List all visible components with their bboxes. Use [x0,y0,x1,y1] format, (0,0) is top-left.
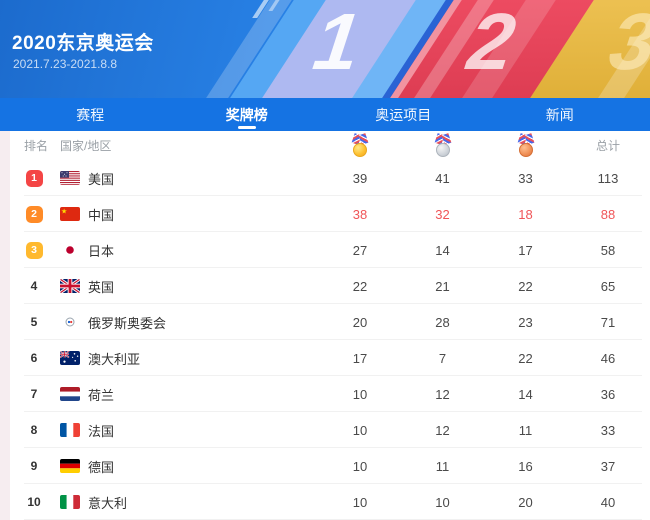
bronze-count: 22 [518,350,533,366]
silver-count: 14 [435,242,450,258]
silver-medal-icon [433,133,453,157]
rank-badge: 9 [30,459,38,473]
podium-artwork: 1 2 3 [193,0,650,98]
bronze-count: 33 [518,170,533,186]
table-row[interactable]: 9 德国 10 11 16 37 [10,448,650,484]
silver-count: 41 [435,170,450,186]
event-dates: 2021.7.23-2021.8.8 [13,57,118,71]
country-flag-icon [60,423,80,437]
country-flag-icon [60,315,80,329]
country-flag-icon [60,171,80,185]
country-name: 美国 [88,171,115,187]
silver-count: 10 [435,494,450,510]
country-flag-icon [60,351,80,365]
bronze-count: 17 [518,242,533,258]
rank-badge: 6 [30,351,38,365]
total-count: 65 [600,278,616,294]
svg-text:★: ★ [61,208,67,216]
table-row[interactable]: 5 俄罗斯奥委会 20 28 23 71 [10,304,650,340]
table-row[interactable]: 7 荷兰 10 12 14 36 [10,376,650,412]
table-row[interactable]: 3 日本 27 14 17 58 [10,232,650,268]
country-name: 日本 [88,243,115,259]
silver-count: 12 [435,422,450,438]
bronze-count: 18 [518,206,533,222]
country-name: 德国 [88,459,115,475]
country-flag-icon [60,459,80,473]
gold-count: 27 [352,242,368,258]
silver-count: 28 [435,314,450,330]
total-count: 58 [600,242,616,258]
rank-badge: 4 [30,279,38,293]
rank-badge: 2 [10,205,58,223]
nav-tabs: 赛程 奖牌榜 奥运项目 新闻 [0,98,650,131]
country-name: 俄罗斯奥委会 [88,315,167,331]
rank-badge: 1 [10,169,58,187]
tab-news[interactable]: 新闻 [545,106,574,123]
medal-table: 排名 国家/地区 总计 1 美国 39 41 33 113 2 ★ 中国 38 … [10,131,650,520]
table-row[interactable]: 1 美国 39 41 33 113 [10,160,650,196]
gold-count: 20 [352,314,368,330]
bronze-count: 23 [518,314,533,330]
gold-count: 17 [352,350,368,366]
table-row[interactable]: 4 英国 22 21 22 65 [10,268,650,304]
tab-schedule[interactable]: 赛程 [76,106,105,123]
country-name: 澳大利亚 [88,351,141,367]
bronze-count: 14 [518,386,533,402]
country-name: 法国 [88,423,115,439]
total-count: 40 [600,494,616,510]
country-name: 英国 [88,279,115,295]
silver-count: 21 [435,278,450,294]
rank-badge: 5 [30,315,38,329]
gold-count: 38 [352,206,368,222]
bronze-count: 16 [518,458,533,474]
silver-count: 12 [435,386,450,402]
bronze-count: 11 [518,422,533,438]
rank-badge: 8 [30,423,38,437]
silver-count: 32 [435,206,450,222]
silver-count: 11 [435,458,450,474]
total-count: 37 [600,458,616,474]
rank-badge: 7 [30,387,38,401]
table-row[interactable]: 10 意大利 10 10 20 40 [10,484,650,520]
total-count: 71 [600,314,616,330]
country-name: 荷兰 [88,387,115,403]
gold-count: 10 [352,458,368,474]
total-count: 113 [597,170,619,186]
country-flag-icon [60,243,80,257]
country-flag-icon: ★ [60,207,80,221]
country-flag-icon [60,495,80,509]
gold-count: 22 [352,278,368,294]
gold-count: 10 [352,386,368,402]
table-row[interactable]: 6 澳大利亚 17 7 22 46 [10,340,650,376]
total-count: 88 [600,206,616,222]
gold-count: 10 [352,494,368,510]
rank-column-header: 排名 [24,139,49,153]
tab-medal-table[interactable]: 奖牌榜 [169,98,326,131]
medal-table-header: 排名 国家/地区 总计 [10,131,650,160]
table-row[interactable]: 2 ★ 中国 38 32 18 88 [10,196,650,232]
page-title: 2020东京奥运会 [12,33,154,54]
total-count: 46 [600,350,616,366]
event-banner: 2020东京奥运会 2021.7.23-2021.8.8 1 2 3 [0,0,650,98]
rank-badge: 10 [27,495,41,509]
table-row[interactable]: 8 法国 10 12 11 33 [10,412,650,448]
country-flag-icon [60,279,80,293]
total-count: 33 [600,422,616,438]
bronze-medal-icon [516,133,536,157]
country-flag-icon [60,387,80,401]
total-count: 36 [600,386,616,402]
bronze-count: 22 [518,278,533,294]
country-name: 意大利 [88,495,128,511]
country-column-header: 国家/地区 [60,139,112,153]
medal-table-body: 1 美国 39 41 33 113 2 ★ 中国 38 32 18 88 3 日… [10,160,650,520]
rank-badge: 3 [10,241,58,259]
silver-count: 7 [438,350,447,366]
total-column-header: 总计 [595,139,620,153]
gold-count: 10 [352,422,368,438]
bronze-count: 20 [518,494,533,510]
gold-medal-icon [350,133,370,157]
country-name: 中国 [88,207,115,223]
gold-count: 39 [352,170,368,186]
tab-olympic-events[interactable]: 奥运项目 [375,106,432,123]
